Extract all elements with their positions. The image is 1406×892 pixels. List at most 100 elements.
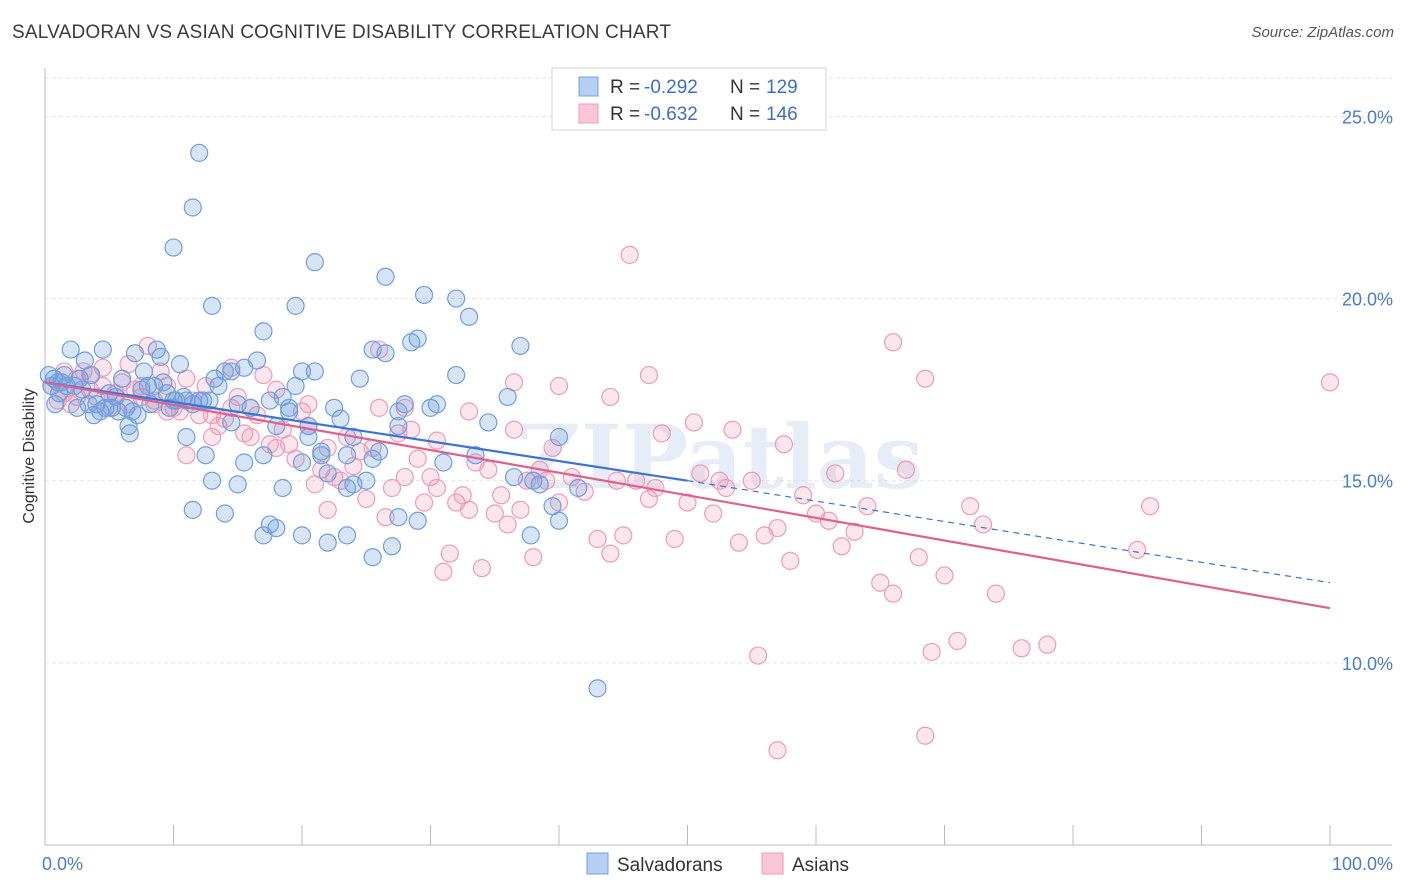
salvadoran-point-72 [331,409,350,428]
salvadoran-point-113 [389,508,408,527]
salvadoran-point-131 [389,402,408,421]
asian-point-104 [858,497,877,516]
salvadoran-point-116 [273,478,292,498]
salvadoran-point-119 [202,471,222,490]
salvadoran-point-80 [395,395,414,414]
y-tick-label-10: 10.0% [1342,654,1393,674]
asian-point-118 [1140,497,1160,516]
legend-n-value-1: 129 [766,77,798,98]
trend-lines [44,381,1331,610]
salvadoran-point-94 [363,449,382,468]
salvadoran-trend-line [44,381,688,482]
salvadoran-point-126 [299,427,318,447]
asian-point-126 [916,369,935,388]
asian-point-55 [395,467,414,487]
salvadoran-point-138 [549,511,569,530]
chart-source: Source: ZipAtlas.com [1251,24,1394,41]
salvadoran-point-121 [177,427,196,447]
asian-point-117 [1128,540,1147,560]
series-legend-label-asians: Asians [792,855,849,876]
asian-point-102 [832,537,851,556]
asian-point-153 [723,420,742,439]
salvadoran-trend-extension [687,480,1331,584]
salvadoran-point-89 [521,526,540,545]
asian-point-120 [620,245,639,264]
asian-point-73 [511,500,530,519]
salvadoran-point-104 [183,500,202,519]
x-tick-label-0: 0.0% [42,854,83,874]
asian-point-151 [768,741,787,760]
salvadoran-point-111 [363,548,382,567]
series-legend-swatch-salvadorans [586,852,609,875]
asian-point-106 [883,584,903,603]
asian-point-107 [896,460,916,479]
y-tick-label-20: 20.0% [1342,290,1393,310]
asian-point-97 [768,518,787,538]
salvadoran-point-79 [389,416,408,436]
legend-r-value-1: -0.292 [644,77,698,98]
asian-point-88 [652,424,671,443]
y-tick-label-15: 15.0% [1342,472,1393,492]
asian-point-130 [459,402,479,421]
asian-point-128 [549,376,569,396]
salvadoran-point-29 [120,424,139,443]
salvadoran-point-120 [196,446,215,465]
asian-point-111 [948,631,967,651]
asian-point-70 [492,486,511,505]
salvadoran-point-109 [318,533,337,552]
asian-point-103 [845,522,864,541]
legend-r-label-1: R = [610,77,640,98]
salvadoran-point-66 [292,362,312,381]
asian-point-112 [961,497,980,516]
salvadoran-point-105 [215,504,234,523]
salvadoran-point-3 [46,395,65,414]
asian-point-99 [794,486,813,505]
salvadoran-point-88 [511,336,530,356]
asian-point-98 [781,551,800,570]
asian-point-140 [177,446,196,465]
legend-r-label-2: R = [610,104,640,125]
salvadoran-point-92 [569,478,588,498]
asian-point-53 [382,478,402,498]
salvadoran-point-123 [235,453,254,472]
asian-trend-line [44,381,1331,610]
asian-point-154 [684,413,704,432]
salvadoran-point-45 [170,355,190,374]
legend-n-label-1: N = [730,77,760,98]
salvadoran-point-101 [447,289,466,308]
asian-point-83 [601,544,620,563]
asian-point-65 [459,500,479,519]
asian-point-62 [440,544,459,563]
asian-point-114 [986,584,1006,603]
asian-point-121 [639,365,659,385]
salvadoran-point-135 [504,467,524,487]
asian-point-82 [588,529,607,549]
salvadoran-point-114 [408,511,427,530]
salvadoran-point-16 [82,365,101,385]
salvadoran-point-31 [125,344,145,363]
salvadoran-point-130 [370,442,389,461]
salvadoran-point-110 [337,526,357,545]
salvadoran-point-34 [134,362,154,381]
salvadoran-point-35 [138,376,157,396]
asian-point-136 [267,380,286,399]
asian-point-110 [935,566,954,585]
asian-point-87 [639,489,659,509]
salvadoran-point-87 [498,387,517,407]
asian-point-68 [479,460,498,479]
legend-swatch-asians [578,103,599,124]
asian-point-119 [1320,373,1340,392]
salvadoran-point-76 [357,471,376,490]
asian-point-115 [1012,639,1031,658]
asian-point-150 [749,646,768,665]
asian-point-122 [710,471,729,490]
legend-n-label-2: N = [730,104,760,125]
asian-point-91 [691,464,710,483]
asian-point-113 [973,515,993,534]
salvadoran-point-112 [382,537,402,556]
salvadoran-point-125 [280,402,299,421]
asian-point-59 [421,467,440,487]
salvadoran-point-136 [530,475,549,494]
salvadoran-point-124 [254,446,273,465]
salvadoran-point-82 [408,329,427,348]
